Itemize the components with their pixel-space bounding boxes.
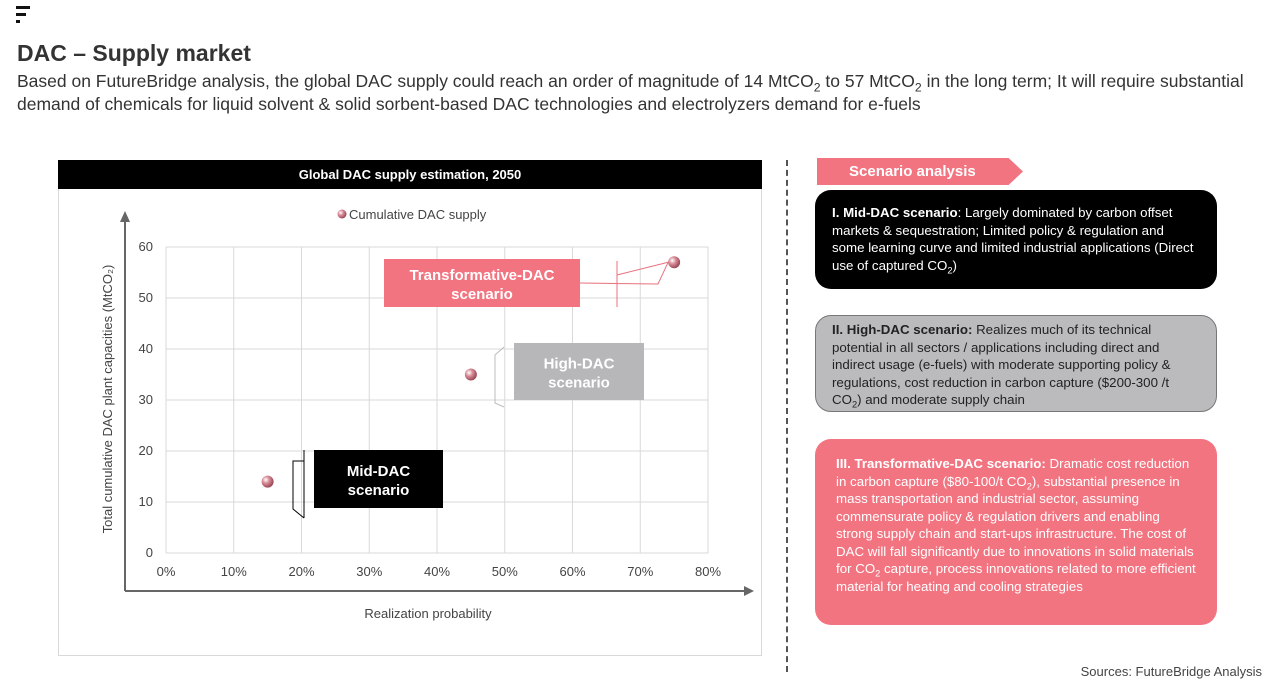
mid-connector <box>292 450 305 519</box>
label-box-mid <box>314 450 443 508</box>
scatter-chart: 0 10 20 30 40 50 60 0% 10% 20% 30% 40% 50% 60% 70% 80% R… <box>100 207 754 621</box>
y-tick-label: 0 <box>146 545 153 560</box>
legend-label: Cumulative DAC supply <box>349 207 487 222</box>
page-title: DAC – Supply market <box>17 40 251 66</box>
chart-panel-title: Global DAC supply estimation, 2050 <box>58 160 762 189</box>
label-box-text-mid: scenario <box>348 482 410 499</box>
x-tick-label: 40% <box>424 564 450 579</box>
label-box-high <box>514 343 644 400</box>
y-tick-label: 30 <box>139 392 153 407</box>
label-box-text-transformative: Transformative-DAC <box>409 267 554 284</box>
data-point <box>668 256 681 269</box>
sources-note: Sources: FutureBridge Analysis <box>1080 664 1262 679</box>
x-tick-label: 20% <box>288 564 314 579</box>
y-axis-title: Total cumulative DAC plant capacities (M… <box>100 265 115 534</box>
x-tick-label: 0% <box>157 564 176 579</box>
vertical-divider <box>786 160 788 672</box>
card-transformative-dac-scenario: III. Transformative-DAC scenario: Dramat… <box>815 439 1217 625</box>
x-tick-label: 60% <box>559 564 585 579</box>
label-box-transformative <box>384 259 580 307</box>
card-mid-dac-scenario: I. Mid-DAC scenario: Largely dominated b… <box>815 190 1217 289</box>
data-point <box>464 368 477 381</box>
x-tick-label: 10% <box>221 564 247 579</box>
label-box-text-high: High-DAC <box>544 356 615 373</box>
legend-marker <box>337 209 347 219</box>
label-box-text-mid: Mid-DAC <box>347 463 410 480</box>
y-tick-label: 10 <box>139 494 153 509</box>
x-tick-label: 70% <box>627 564 653 579</box>
scenario-analysis-header: Scenario analysis <box>817 158 1023 185</box>
y-tick-label: 40 <box>139 341 153 356</box>
data-point <box>261 475 274 488</box>
futurebridge-logo <box>16 6 30 28</box>
y-tick-label: 50 <box>139 290 153 305</box>
y-axis-arrow <box>120 211 130 222</box>
x-axis-arrow <box>744 586 754 596</box>
high-connector <box>494 346 505 408</box>
x-tick-label: 50% <box>492 564 518 579</box>
y-tick-label: 60 <box>139 239 153 254</box>
label-box-text-transformative: scenario <box>451 286 513 303</box>
transformative-connector <box>579 261 670 307</box>
x-axis-title: Realization probability <box>364 606 492 621</box>
y-tick-label: 20 <box>139 443 153 458</box>
x-tick-label: 80% <box>695 564 721 579</box>
page-subtitle: Based on FutureBridge analysis, the glob… <box>17 71 1244 114</box>
x-tick-label: 30% <box>356 564 382 579</box>
label-box-text-high: scenario <box>548 375 610 392</box>
card-high-dac-scenario: II. High-DAC scenario: Realizes much of … <box>815 315 1217 412</box>
